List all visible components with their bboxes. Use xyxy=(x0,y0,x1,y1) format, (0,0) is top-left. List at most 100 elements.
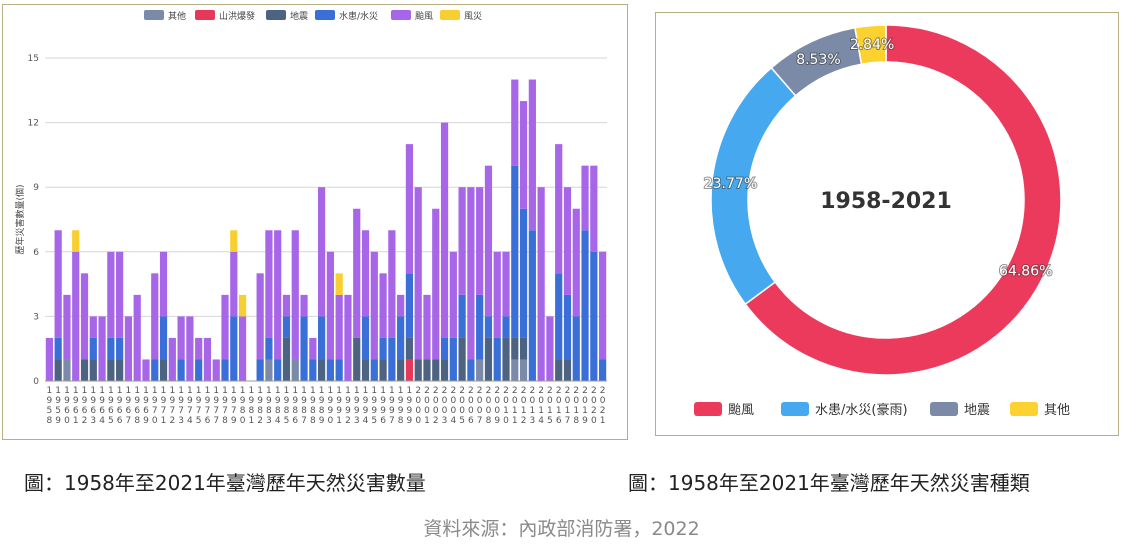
bar-segment xyxy=(519,101,528,209)
bar-segment xyxy=(388,230,396,338)
bar-segment xyxy=(528,230,536,381)
y-tick-label: 3 xyxy=(33,312,39,322)
bar-segment xyxy=(318,359,326,381)
bar-segment xyxy=(326,359,334,381)
bar-segment xyxy=(476,359,484,381)
y-axis-title: 歷年災害數量(個) xyxy=(14,184,26,254)
legend-label: 其他 xyxy=(168,10,186,22)
bar-segment xyxy=(361,359,370,381)
bar-segment xyxy=(502,316,510,338)
bar-segment xyxy=(282,337,291,381)
bar-segment xyxy=(484,316,493,338)
bar-segment xyxy=(151,273,159,360)
legend-swatch xyxy=(144,10,164,20)
bar-segment xyxy=(107,251,115,338)
bar-segment xyxy=(563,359,572,381)
bar-segment xyxy=(511,79,519,166)
bar-segment xyxy=(458,187,466,295)
legend-swatch xyxy=(266,10,286,20)
bar-segment xyxy=(63,359,71,381)
bar-segment xyxy=(221,294,229,360)
bar-segment xyxy=(519,208,528,338)
bar-segment xyxy=(151,359,159,381)
bar-segment xyxy=(476,187,484,295)
bar-segment xyxy=(238,316,247,381)
bar-segment xyxy=(555,144,563,274)
legend-swatch xyxy=(195,10,215,20)
bar-segment xyxy=(397,359,405,381)
bar-segment xyxy=(195,359,203,381)
legend-swatch xyxy=(694,402,722,416)
bar-segment xyxy=(221,359,229,381)
bar-segment xyxy=(318,187,326,317)
bar-segment xyxy=(484,337,493,381)
bar-segment xyxy=(177,359,185,381)
bar-segment xyxy=(519,359,528,381)
bar-segment xyxy=(186,316,194,381)
bar-segment xyxy=(423,294,431,360)
legend-label: 水患/水災(豪雨) xyxy=(815,402,908,418)
bar-segment xyxy=(344,294,352,381)
bar-segment xyxy=(572,208,580,317)
source-note: 資料來源：內政部消防署，2022 xyxy=(423,518,700,540)
bar-segment xyxy=(212,359,220,381)
bar-segment xyxy=(159,359,168,381)
legend-label: 地震 xyxy=(964,403,990,418)
bar-segment xyxy=(440,337,449,360)
bar-segment xyxy=(54,230,62,338)
bar-segment xyxy=(353,208,361,338)
slice-label: 2.84% xyxy=(850,37,894,53)
y-tick-label: 9 xyxy=(33,183,39,193)
bar-segment xyxy=(511,359,519,381)
bar-segment xyxy=(89,316,97,338)
bar-segment xyxy=(300,316,308,381)
stacked-bar-chart-panel: 0 3 6 9 12 15 歷年災害數量(個) 1 9 5 8 1 9 5 9 1 9 6 0 1 9 6 1 1 9 6 2 1 9 6… xyxy=(2,4,628,440)
bar-segment xyxy=(291,359,299,381)
bar-segment xyxy=(405,337,414,360)
bar-segment xyxy=(432,208,440,360)
bar-segment xyxy=(203,337,212,381)
donut-slice xyxy=(744,24,1062,376)
bar-segment xyxy=(493,251,501,338)
legend-swatch xyxy=(1010,402,1038,416)
bar-segment xyxy=(581,165,589,231)
bar-segment xyxy=(159,316,168,360)
bar-segment xyxy=(195,337,203,360)
legend-label: 水患/水災 xyxy=(339,10,378,22)
bar-segment xyxy=(54,337,62,360)
bar-segment xyxy=(318,316,326,360)
slice-label: 23.77% xyxy=(704,176,757,192)
bar-segment xyxy=(449,337,457,381)
y-tick-label: 0 xyxy=(33,377,39,387)
bar-segment xyxy=(440,122,449,338)
bar-segment xyxy=(72,251,80,381)
legend-label: 颱風 xyxy=(415,11,433,22)
